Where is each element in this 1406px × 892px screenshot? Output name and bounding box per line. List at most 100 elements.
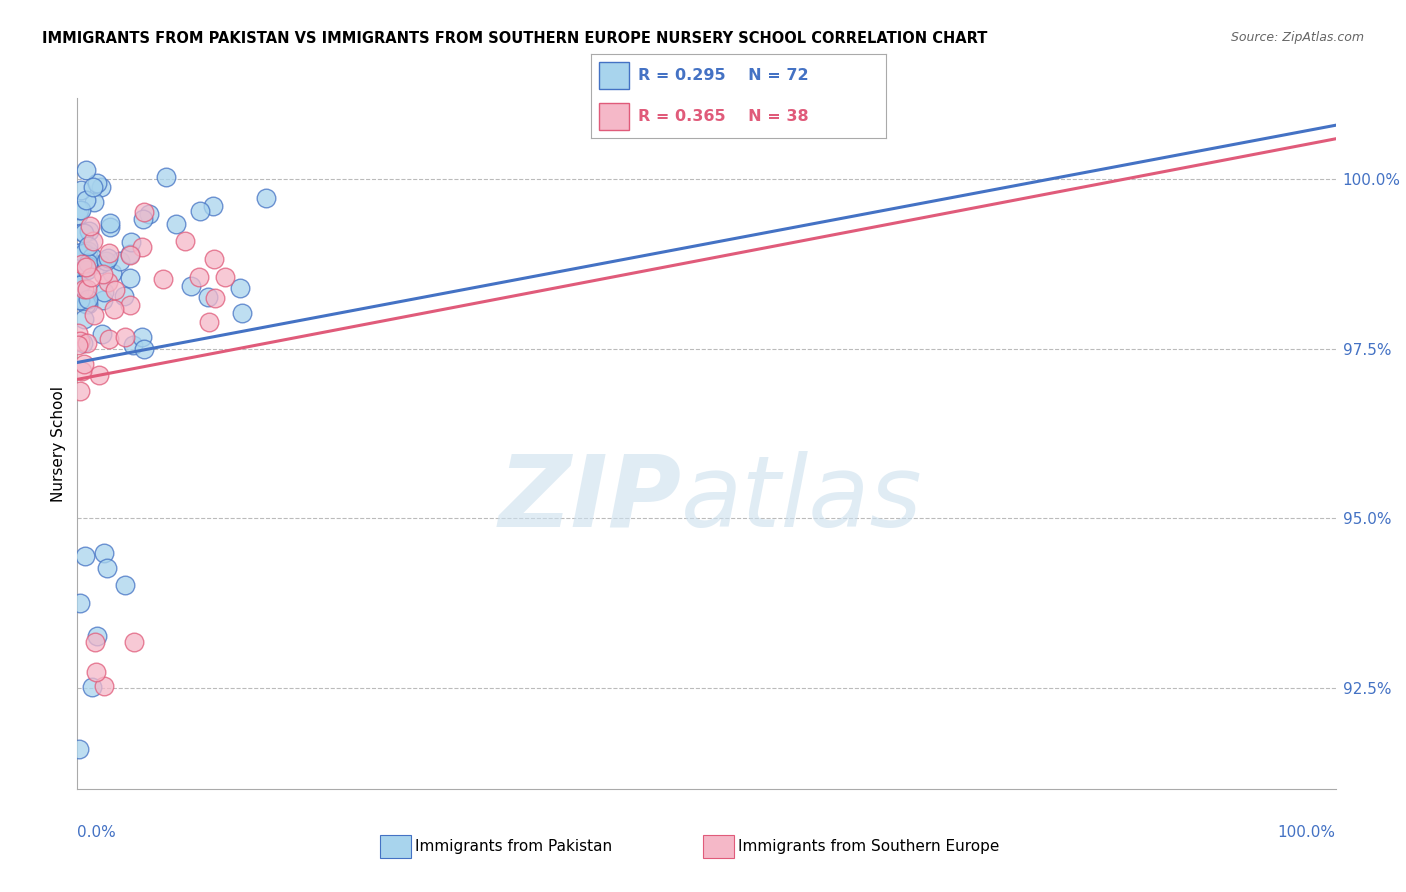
- Point: [214, 270, 236, 285]
- Point: [84, 635, 107, 649]
- Text: Immigrants from Pakistan: Immigrants from Pakistan: [415, 839, 612, 854]
- Point: [108, 254, 131, 268]
- Point: [69, 596, 91, 610]
- Text: ZIP: ZIP: [498, 450, 682, 548]
- Point: [114, 578, 136, 592]
- Point: [82, 257, 104, 271]
- Point: [70, 257, 93, 271]
- Point: [197, 315, 219, 329]
- Point: [67, 338, 90, 352]
- Point: [202, 199, 225, 213]
- Point: [75, 194, 97, 208]
- Point: [118, 298, 141, 312]
- Point: [132, 212, 155, 227]
- Point: [96, 253, 118, 268]
- Point: [93, 679, 115, 693]
- Text: Source: ZipAtlas.com: Source: ZipAtlas.com: [1230, 31, 1364, 45]
- Point: [202, 252, 225, 266]
- Point: [72, 257, 94, 271]
- Point: [82, 234, 104, 248]
- Text: R = 0.365    N = 38: R = 0.365 N = 38: [638, 109, 808, 124]
- Point: [84, 665, 107, 679]
- Point: [67, 245, 90, 260]
- Text: Immigrants from Southern Europe: Immigrants from Southern Europe: [738, 839, 1000, 854]
- Text: R = 0.295    N = 72: R = 0.295 N = 72: [638, 68, 808, 83]
- Point: [72, 225, 94, 239]
- Point: [73, 357, 96, 371]
- Point: [77, 297, 100, 311]
- Point: [131, 330, 153, 344]
- Point: [89, 257, 111, 271]
- Text: IMMIGRANTS FROM PAKISTAN VS IMMIGRANTS FROM SOUTHERN EUROPE NURSERY SCHOOL CORRE: IMMIGRANTS FROM PAKISTAN VS IMMIGRANTS F…: [42, 31, 987, 46]
- Point: [67, 742, 90, 756]
- Point: [173, 235, 195, 249]
- Point: [104, 283, 127, 297]
- Point: [98, 332, 121, 346]
- Text: atlas: atlas: [682, 450, 922, 548]
- Point: [112, 289, 135, 303]
- Point: [76, 263, 98, 277]
- Point: [97, 251, 120, 265]
- Point: [86, 176, 108, 190]
- Point: [103, 301, 125, 316]
- Point: [165, 218, 187, 232]
- Point: [120, 271, 142, 285]
- Point: [73, 244, 96, 258]
- Point: [83, 308, 105, 322]
- Point: [98, 216, 121, 230]
- Point: [73, 311, 96, 326]
- Point: [188, 203, 211, 218]
- Point: [114, 330, 136, 344]
- Point: [73, 282, 96, 296]
- Point: [73, 226, 96, 240]
- Text: 0.0%: 0.0%: [77, 825, 117, 840]
- Point: [187, 270, 209, 285]
- Point: [76, 244, 98, 258]
- Point: [73, 549, 96, 564]
- Bar: [599, 62, 628, 89]
- Point: [75, 163, 97, 178]
- Point: [80, 680, 103, 694]
- Point: [197, 290, 219, 304]
- Point: [93, 546, 115, 560]
- Point: [77, 259, 100, 273]
- Point: [69, 384, 91, 399]
- Point: [69, 278, 91, 293]
- Point: [96, 561, 118, 575]
- Point: [131, 240, 153, 254]
- Point: [204, 291, 226, 305]
- Point: [75, 296, 97, 310]
- Point: [134, 342, 156, 356]
- Point: [100, 266, 122, 280]
- Point: [73, 245, 96, 260]
- Point: [91, 326, 114, 341]
- Y-axis label: Nursery School: Nursery School: [51, 385, 66, 502]
- Point: [86, 628, 108, 642]
- Point: [76, 239, 98, 253]
- Point: [98, 219, 121, 234]
- Point: [254, 190, 277, 204]
- Point: [70, 183, 93, 197]
- Point: [67, 208, 90, 222]
- Bar: [599, 103, 628, 130]
- Point: [69, 278, 91, 293]
- Point: [155, 169, 177, 184]
- Point: [67, 286, 90, 301]
- Point: [124, 634, 146, 648]
- Point: [76, 281, 98, 295]
- Point: [69, 293, 91, 307]
- Point: [132, 204, 155, 219]
- Point: [97, 275, 120, 289]
- Point: [67, 203, 90, 218]
- Point: [75, 260, 97, 275]
- Point: [76, 257, 98, 271]
- Point: [118, 248, 141, 262]
- Point: [120, 247, 142, 261]
- Point: [69, 203, 91, 218]
- Point: [69, 334, 91, 348]
- Point: [180, 278, 202, 293]
- Point: [138, 207, 160, 221]
- Point: [66, 326, 89, 340]
- Point: [97, 246, 120, 260]
- Point: [152, 272, 174, 286]
